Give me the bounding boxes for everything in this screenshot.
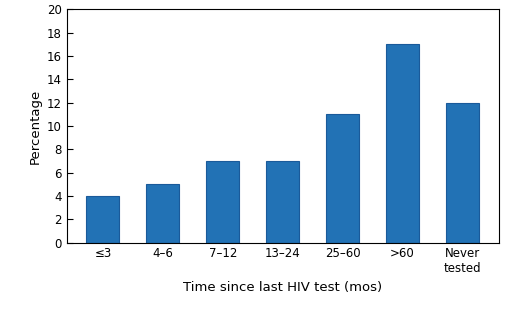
Bar bbox=[206, 161, 239, 243]
Y-axis label: Percentage: Percentage bbox=[28, 88, 42, 164]
Bar bbox=[326, 114, 359, 243]
Bar bbox=[146, 184, 179, 243]
X-axis label: Time since last HIV test (mos): Time since last HIV test (mos) bbox=[183, 281, 382, 294]
Bar bbox=[386, 44, 419, 243]
Bar bbox=[446, 103, 479, 243]
Bar bbox=[266, 161, 299, 243]
Bar bbox=[86, 196, 119, 243]
